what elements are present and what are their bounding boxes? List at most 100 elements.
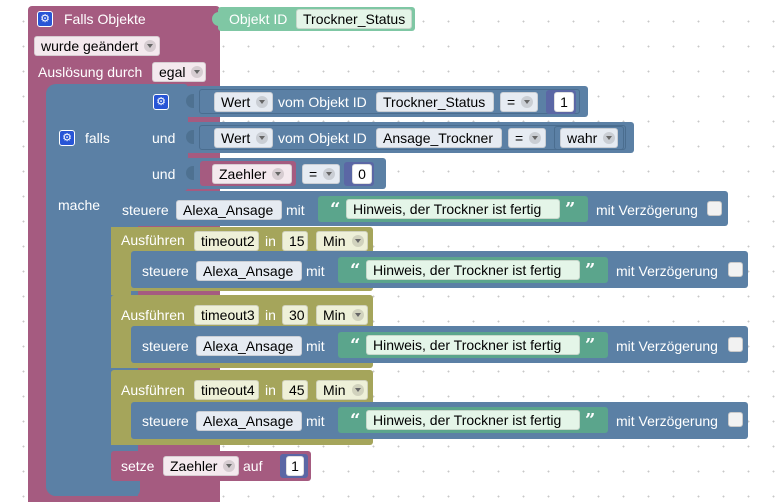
chevron-down-icon [603, 132, 616, 145]
open-quote-icon: “ [350, 260, 361, 281]
control-1-delay-label: mit Verzögerung [596, 202, 698, 218]
chevron-down-icon [521, 96, 534, 109]
condition-1-object: Trockner_Status [383, 94, 486, 110]
control-2-with-label: mit [306, 263, 325, 279]
input-notch [212, 12, 220, 26]
condition-2-op: = [515, 130, 524, 146]
timeout-3-name-field[interactable]: timeout4 [194, 380, 259, 400]
condition-1-op-dropdown[interactable]: = [500, 92, 538, 112]
gear-icon[interactable]: ⚙ [37, 11, 53, 27]
close-quote-icon: ” [585, 335, 596, 356]
control-4-object: Alexa_Ansage [203, 413, 294, 429]
input-notch [186, 166, 194, 180]
condition-3-var: Zaehler [219, 166, 267, 182]
condition-3-value-field[interactable]: 0 [352, 164, 372, 184]
chevron-down-icon [272, 168, 285, 181]
control-3-label: steuere [142, 338, 189, 354]
if-block-bottom [46, 476, 140, 496]
condition-2-of-label: vom Objekt ID [278, 130, 367, 146]
chevron-down-icon [256, 96, 269, 109]
timeout-1-name-field[interactable]: timeout2 [194, 231, 259, 251]
control-2-label: steuere [142, 263, 189, 279]
set-variable-value: 1 [291, 458, 299, 474]
checkbox-icon[interactable] [728, 262, 743, 277]
condition-3-op-dropdown[interactable]: = [302, 164, 340, 184]
object-id-value: Trockner_Status [303, 11, 406, 27]
chevron-down-icon [351, 309, 364, 322]
checkbox-icon[interactable] [707, 201, 722, 216]
timeout-2-in-label: in [265, 307, 276, 323]
open-quote-icon: “ [330, 199, 341, 220]
close-quote-icon: ” [585, 260, 596, 281]
condition-2-value: wahr [567, 130, 598, 146]
timeout-2-value: 30 [289, 307, 305, 323]
condition-3-value: 0 [358, 166, 366, 182]
control-4-object-field[interactable]: Alexa_Ansage [196, 411, 302, 431]
if-block-top [110, 84, 138, 92]
chevron-down-icon [256, 132, 269, 145]
control-1-object: Alexa_Ansage [183, 202, 274, 218]
condition-1-prop-dropdown[interactable]: Wert [214, 92, 273, 112]
gear-icon[interactable]: ⚙ [153, 94, 169, 110]
checkbox-icon[interactable] [728, 412, 743, 427]
chevron-down-icon [323, 168, 336, 181]
set-variable-to-label: auf [243, 458, 263, 474]
timeout-1-value-field[interactable]: 15 [282, 231, 308, 251]
if-label: falls [85, 130, 110, 146]
object-id-label: Objekt ID [229, 11, 288, 27]
condition-1-prop: Wert [221, 94, 251, 110]
text-1-field[interactable]: Hinweis, der Trockner ist fertig [346, 199, 560, 219]
set-variable-dropdown[interactable]: Zaehler [163, 456, 239, 476]
control-3-with-label: mit [306, 338, 325, 354]
condition-1-value-field[interactable]: 1 [554, 92, 574, 112]
trigger-title: Falls Objekte [64, 11, 146, 27]
open-quote-icon: “ [350, 410, 361, 431]
text-3-field[interactable]: Hinweis, der Trockner ist fertig [366, 335, 580, 355]
set-variable-value-field[interactable]: 1 [286, 456, 304, 476]
object-id-field[interactable]: Trockner_Status [296, 9, 412, 29]
checkbox-icon[interactable] [728, 337, 743, 352]
timeout-3-exec-label: Ausführen [121, 382, 185, 398]
timeout-3-unit-dropdown[interactable]: Min [316, 380, 368, 400]
control-4-with-label: mit [306, 413, 325, 429]
text-2-field[interactable]: Hinweis, der Trockner ist fertig [366, 260, 580, 280]
control-3-object-field[interactable]: Alexa_Ansage [196, 336, 302, 356]
text-4-field[interactable]: Hinweis, der Trockner ist fertig [366, 410, 580, 430]
condition-3-op: = [309, 166, 318, 182]
control-1-label: steuere [122, 202, 169, 218]
control-1-object-field[interactable]: Alexa_Ansage [176, 200, 282, 220]
condition-2-prop-dropdown[interactable]: Wert [214, 128, 273, 148]
timeout-2-unit-dropdown[interactable]: Min [316, 305, 368, 325]
timeout-1-unit: Min [323, 233, 346, 249]
text-4-value: Hinweis, der Trockner ist fertig [373, 412, 562, 428]
timeout-1-name: timeout2 [201, 233, 255, 249]
condition-2-prop: Wert [221, 130, 251, 146]
open-quote-icon: “ [350, 335, 361, 356]
and-label-2: und [152, 166, 176, 182]
trigger-by-dropdown[interactable]: egal [152, 62, 206, 82]
trigger-by-value: egal [159, 64, 186, 80]
control-3-object: Alexa_Ansage [203, 338, 294, 354]
timeout-1-unit-dropdown[interactable]: Min [316, 231, 368, 251]
timeout-1-exec-label: Ausführen [121, 232, 185, 248]
timeout-3-value-field[interactable]: 45 [282, 380, 308, 400]
timeout-1-in-label: in [265, 233, 276, 249]
chevron-down-icon [351, 235, 364, 248]
text-1-value: Hinweis, der Trockner ist fertig [353, 201, 542, 217]
timeout-2-value-field[interactable]: 30 [282, 305, 308, 325]
condition-2-op-dropdown[interactable]: = [508, 128, 546, 148]
set-variable-label: setze [121, 458, 155, 474]
condition-2-value-dropdown[interactable]: wahr [560, 128, 618, 148]
condition-2-object-field[interactable]: Ansage_Trockner [376, 128, 502, 148]
control-2-object-field[interactable]: Alexa_Ansage [196, 261, 302, 281]
timeout-2-name-field[interactable]: timeout3 [194, 305, 259, 325]
chevron-down-icon [144, 40, 157, 53]
condition-1-object-field[interactable]: Trockner_Status [376, 92, 494, 112]
change-mode-value: wurde geändert [41, 38, 139, 54]
gear-icon[interactable]: ⚙ [59, 130, 75, 146]
condition-3-var-dropdown[interactable]: Zaehler [212, 164, 292, 184]
timeout-1-value: 15 [289, 233, 305, 249]
control-2-object: Alexa_Ansage [203, 263, 294, 279]
chevron-down-icon [351, 384, 364, 397]
change-mode-dropdown[interactable]: wurde geändert [34, 36, 160, 56]
